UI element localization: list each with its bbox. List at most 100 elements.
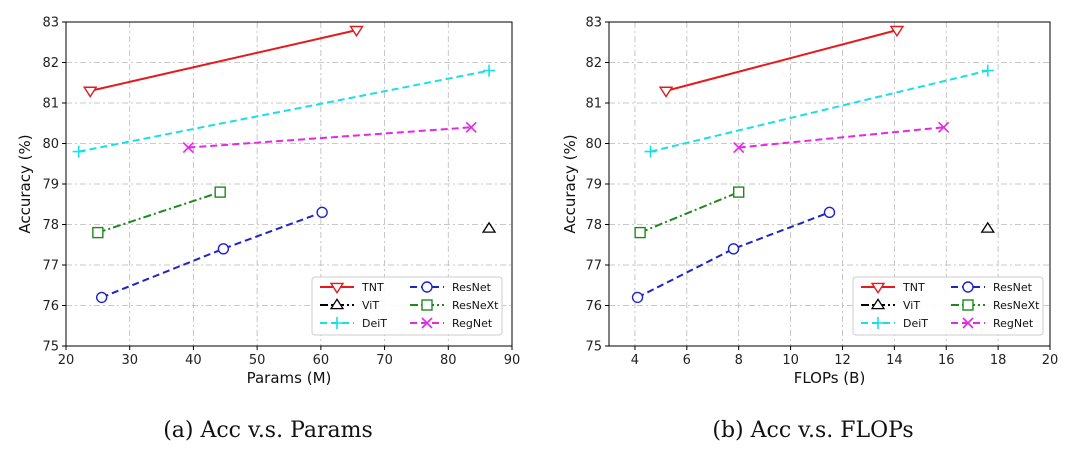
series-line-resnext bbox=[97, 191, 221, 234]
x-tick-label: 20 bbox=[58, 353, 75, 368]
data-point-regnet bbox=[182, 141, 194, 154]
y-tick-label: 81 bbox=[42, 97, 59, 112]
caption-b: (b) Acc v.s. FLOPs bbox=[712, 418, 914, 443]
x-tick-label: 18 bbox=[990, 353, 1007, 368]
legend-label-regnet: RegNet bbox=[993, 317, 1034, 330]
series-line-resnext bbox=[639, 191, 740, 234]
x-tick-label: 16 bbox=[938, 353, 955, 368]
x-tick-label: 80 bbox=[440, 353, 457, 368]
legend-label-tnt: TNT bbox=[361, 281, 384, 294]
data-point-regnet bbox=[465, 121, 477, 133]
x-tick-label: 12 bbox=[834, 353, 851, 368]
data-point-resnext bbox=[634, 226, 646, 239]
legend: TNT ViT DeiT ResNet ResNeXt RegNet bbox=[311, 276, 503, 336]
data-point-resnet bbox=[631, 291, 644, 304]
x-tick-label: 8 bbox=[735, 353, 743, 368]
series-line-deit bbox=[650, 69, 988, 153]
y-tick-label: 76 bbox=[585, 299, 602, 314]
legend-label-vit: ViT bbox=[903, 299, 920, 312]
legend-box bbox=[311, 276, 503, 336]
legend-marker-regnet bbox=[962, 317, 974, 329]
caption-a: (a) Acc v.s. Params bbox=[163, 418, 373, 443]
y-tick-label: 78 bbox=[42, 218, 59, 233]
legend-marker-vit bbox=[329, 298, 345, 310]
data-point-regnet bbox=[938, 121, 950, 133]
legend-label-tnt: TNT bbox=[902, 281, 925, 294]
legend-marker-resnet bbox=[962, 281, 974, 293]
legend-marker-deit bbox=[872, 317, 884, 329]
legend-marker-deit bbox=[331, 317, 343, 329]
data-point-tnt bbox=[82, 86, 98, 98]
series-line-resnet bbox=[637, 211, 830, 299]
x-tick-label: 50 bbox=[249, 353, 266, 368]
y-tick-label: 75 bbox=[42, 340, 59, 355]
chart-1: 4 6 8 10 12 14 16 18 20 75 76 77 78 79 80 81 82 83 FLOPs (… bbox=[561, 16, 1058, 388]
x-tick-label: 90 bbox=[504, 353, 521, 368]
x-tick-label: 60 bbox=[313, 353, 330, 368]
data-point-resnet bbox=[727, 243, 740, 255]
data-point-resnext bbox=[214, 186, 226, 198]
y-tick-label: 78 bbox=[585, 218, 602, 233]
y-tick-label: 81 bbox=[585, 97, 602, 112]
data-point-resnext bbox=[92, 226, 104, 239]
legend-label-resnet: ResNet bbox=[993, 281, 1033, 294]
series-line-regnet bbox=[738, 126, 944, 149]
y-tick-label: 82 bbox=[585, 56, 602, 71]
legend-marker-resnext bbox=[962, 299, 974, 311]
series-line-tnt bbox=[665, 29, 898, 92]
x-axis-label: Params (M) bbox=[247, 369, 332, 387]
data-point-regnet bbox=[733, 141, 745, 154]
data-point-tnt bbox=[658, 86, 674, 98]
data-point-resnet bbox=[823, 206, 836, 219]
data-point-tnt bbox=[349, 25, 364, 38]
legend-label-deit: DeiT bbox=[362, 317, 387, 330]
y-tick-label: 83 bbox=[42, 16, 59, 31]
y-tick-label: 80 bbox=[585, 137, 602, 152]
y-axis-label: Accuracy (%) bbox=[561, 134, 579, 233]
legend-label-regnet: RegNet bbox=[452, 317, 493, 330]
series-line-resnet bbox=[101, 211, 323, 299]
data-point-vit bbox=[481, 221, 497, 233]
series-line-regnet bbox=[188, 126, 472, 149]
y-tick-label: 76 bbox=[42, 299, 59, 314]
x-tick-label: 70 bbox=[376, 353, 393, 368]
legend-marker-vit bbox=[870, 298, 886, 310]
x-tick-label: 4 bbox=[631, 353, 639, 368]
y-tick-label: 79 bbox=[585, 178, 602, 193]
y-tick-label: 82 bbox=[42, 56, 59, 71]
data-point-resnext bbox=[733, 186, 745, 198]
legend-marker-regnet bbox=[421, 317, 433, 329]
legend-marker-tnt bbox=[329, 282, 345, 294]
data-point-deit bbox=[981, 64, 994, 77]
series-line-deit bbox=[78, 69, 490, 153]
legend-box bbox=[852, 276, 1044, 336]
series-line-tnt bbox=[89, 29, 357, 92]
data-point-deit bbox=[72, 145, 85, 158]
y-tick-label: 75 bbox=[585, 340, 602, 355]
x-tick-label: 20 bbox=[1042, 353, 1059, 368]
x-tick-label: 6 bbox=[683, 353, 691, 368]
y-tick-label: 83 bbox=[585, 16, 602, 31]
data-point-deit bbox=[644, 145, 657, 158]
x-tick-label: 40 bbox=[185, 353, 202, 368]
data-point-resnet bbox=[217, 243, 230, 255]
legend-marker-resnet bbox=[421, 281, 433, 293]
chart-0: 20 30 40 50 60 70 80 90 75 76 77 78 79 80 81 82 83 Params… bbox=[16, 16, 520, 388]
legend-label-deit: DeiT bbox=[903, 317, 928, 330]
legend: TNT ViT DeiT ResNet ResNeXt RegNet bbox=[852, 276, 1044, 336]
y-axis-label: Accuracy (%) bbox=[16, 134, 34, 233]
data-point-deit bbox=[483, 64, 496, 77]
x-tick-label: 14 bbox=[886, 353, 903, 368]
legend-label-vit: ViT bbox=[362, 299, 379, 312]
data-point-tnt bbox=[889, 25, 905, 38]
data-point-vit bbox=[980, 221, 995, 233]
data-point-resnet bbox=[316, 206, 328, 219]
y-tick-label: 77 bbox=[585, 259, 602, 274]
legend-marker-resnext bbox=[421, 299, 433, 311]
y-tick-label: 79 bbox=[42, 178, 59, 193]
legend-label-resnext: ResNeXt bbox=[452, 299, 499, 312]
x-axis-label: FLOPs (B) bbox=[794, 369, 866, 387]
legend-label-resnext: ResNeXt bbox=[993, 299, 1040, 312]
y-tick-label: 77 bbox=[42, 259, 59, 274]
